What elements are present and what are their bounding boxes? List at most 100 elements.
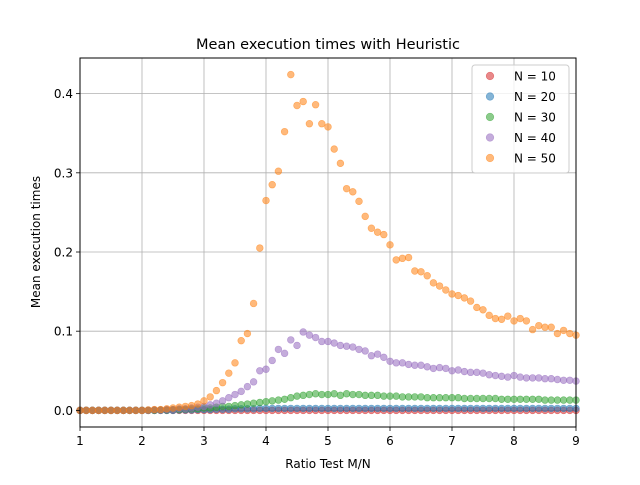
data-point: [225, 369, 233, 377]
data-point: [132, 406, 140, 415]
data-point: [448, 394, 456, 402]
legend-marker: [485, 92, 495, 101]
data-point: [547, 323, 555, 331]
data-point: [355, 404, 363, 413]
data-point: [330, 145, 338, 153]
data-point: [423, 363, 431, 371]
data-point: [535, 321, 543, 330]
data-point: [287, 336, 295, 344]
data-point: [429, 404, 438, 413]
data-point: [411, 393, 419, 401]
legend-marker: [485, 153, 495, 163]
data-point: [318, 390, 326, 399]
data-point: [398, 393, 407, 401]
data-point: [175, 403, 183, 411]
data-point: [429, 364, 438, 373]
data-point: [510, 371, 518, 380]
data-point: [435, 404, 444, 413]
data-point: [491, 314, 500, 323]
data-point: [274, 345, 283, 354]
data-point: [442, 364, 450, 373]
data-point: [473, 368, 481, 377]
data-point: [404, 393, 413, 401]
data-point: [206, 401, 214, 409]
legend-marker: [485, 133, 495, 142]
data-point: [423, 272, 431, 280]
data-point: [535, 404, 543, 413]
data-point: [510, 317, 518, 325]
data-point: [324, 390, 332, 399]
data-point: [429, 279, 438, 287]
data-point: [497, 395, 506, 403]
data-point: [528, 374, 537, 382]
y-tick-label: 0.3: [54, 166, 73, 180]
data-point: [330, 339, 338, 347]
data-point: [336, 404, 345, 413]
y-axis-ticks: 0.0 0.1 0.2 0.3 0.4: [54, 87, 80, 418]
data-point: [268, 181, 276, 189]
data-point: [156, 405, 165, 414]
series-n-50: [76, 70, 580, 415]
data-point: [262, 404, 270, 413]
legend-label: N = 20: [514, 90, 556, 104]
data-point: [330, 390, 338, 398]
x-tick-label: 4: [262, 434, 270, 448]
data-point: [528, 395, 537, 403]
data-point: [355, 197, 363, 206]
data-point: [206, 393, 214, 401]
data-point: [553, 404, 562, 413]
data-point: [144, 406, 152, 414]
data-point: [497, 372, 506, 381]
x-tick-label: 1: [76, 434, 84, 448]
data-point: [547, 396, 555, 404]
y-axis-label: Mean execution times: [29, 176, 43, 308]
data-point: [349, 404, 357, 413]
data-point: [169, 404, 177, 412]
data-point: [305, 390, 314, 399]
data-point: [287, 70, 295, 79]
data-point: [187, 401, 196, 410]
data-point: [280, 127, 289, 136]
data-point: [516, 373, 524, 381]
data-point: [311, 404, 320, 413]
data-point: [504, 395, 512, 403]
data-point: [262, 196, 270, 205]
data-point: [435, 282, 444, 290]
data-point: [479, 404, 487, 413]
data-point: [349, 390, 357, 399]
data-point: [417, 393, 425, 401]
data-point: [138, 406, 146, 415]
data-point: [243, 400, 252, 408]
data-point: [249, 378, 258, 386]
data-point: [380, 230, 388, 239]
data-point: [522, 317, 531, 325]
data-point: [516, 395, 524, 403]
data-point: [559, 404, 568, 413]
data-point: [454, 404, 462, 413]
x-tick-label: 2: [138, 434, 146, 448]
data-point: [94, 406, 103, 415]
data-point: [380, 392, 388, 400]
legend-label: N = 50: [514, 152, 556, 166]
legend-frame: [471, 64, 570, 174]
data-point: [287, 394, 295, 402]
data-point: [398, 404, 407, 413]
data-point: [497, 315, 506, 324]
data-point: [324, 404, 332, 413]
data-point: [491, 371, 500, 380]
data-point: [231, 401, 239, 410]
data-point: [318, 120, 326, 128]
data-point: [280, 395, 289, 403]
data-point: [535, 395, 543, 403]
data-point: [442, 286, 450, 294]
data-point: [429, 394, 438, 402]
data-point: [466, 394, 475, 403]
data-point: [293, 341, 301, 350]
data-point: [460, 394, 469, 403]
data-point: [336, 159, 345, 168]
data-point: [181, 402, 190, 411]
data-point: [194, 400, 202, 408]
data-point: [386, 357, 394, 365]
data-point: [522, 374, 531, 382]
